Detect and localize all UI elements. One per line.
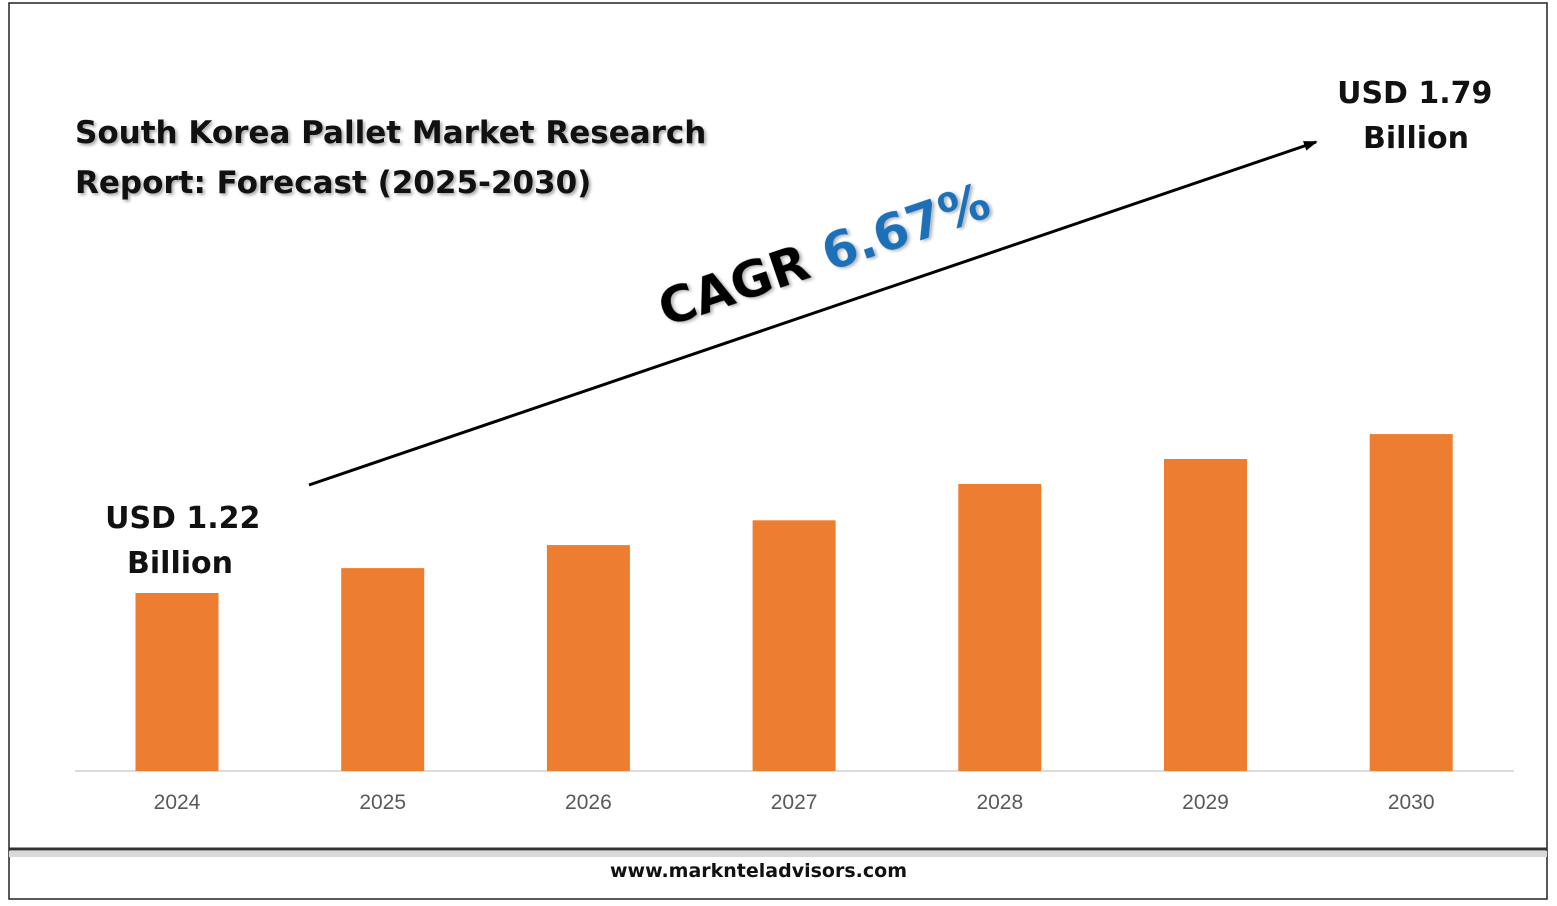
cagr-value: 6.67% bbox=[814, 172, 997, 283]
x-tick-labels: 2024 2025 2026 2027 2028 2029 2030 bbox=[154, 791, 1435, 814]
start-value-label: USD 1.22 Billion bbox=[105, 501, 271, 581]
chart-border bbox=[8, 2, 1548, 900]
x-tick-label-2028: 2028 bbox=[976, 791, 1023, 814]
start-value-line-1: USD 1.22 bbox=[105, 501, 260, 536]
x-tick-label-2030: 2030 bbox=[1388, 791, 1435, 814]
bars-group bbox=[135, 434, 1453, 771]
end-value-label: USD 1.79 Billion bbox=[1337, 76, 1503, 156]
x-tick-label-2027: 2027 bbox=[771, 791, 818, 814]
start-value-line-2: Billion bbox=[127, 546, 233, 581]
trend-arrow bbox=[308, 140, 1318, 487]
bar-2028 bbox=[958, 483, 1042, 771]
x-tick-label-2025: 2025 bbox=[359, 791, 406, 814]
x-tick-label-2026: 2026 bbox=[565, 791, 612, 814]
bar-2026 bbox=[546, 545, 630, 771]
bar-2025 bbox=[341, 568, 425, 771]
footer-divider-shadow bbox=[9, 851, 1547, 857]
bar-2029 bbox=[1164, 459, 1247, 771]
footer-url[interactable]: www.marknteladvisors.com bbox=[610, 860, 907, 882]
bar-2030 bbox=[1369, 434, 1453, 771]
bar-2024 bbox=[135, 593, 219, 771]
cagr-prefix: CAGR bbox=[651, 228, 833, 338]
bar-2027 bbox=[752, 520, 836, 771]
x-tick-label-2024: 2024 bbox=[154, 791, 201, 814]
end-value-line-1: USD 1.79 bbox=[1337, 76, 1492, 111]
end-value-line-2: Billion bbox=[1363, 121, 1469, 156]
x-tick-label-2029: 2029 bbox=[1182, 791, 1229, 814]
chart-title: South Korea Pallet Market Research Repor… bbox=[75, 115, 707, 201]
